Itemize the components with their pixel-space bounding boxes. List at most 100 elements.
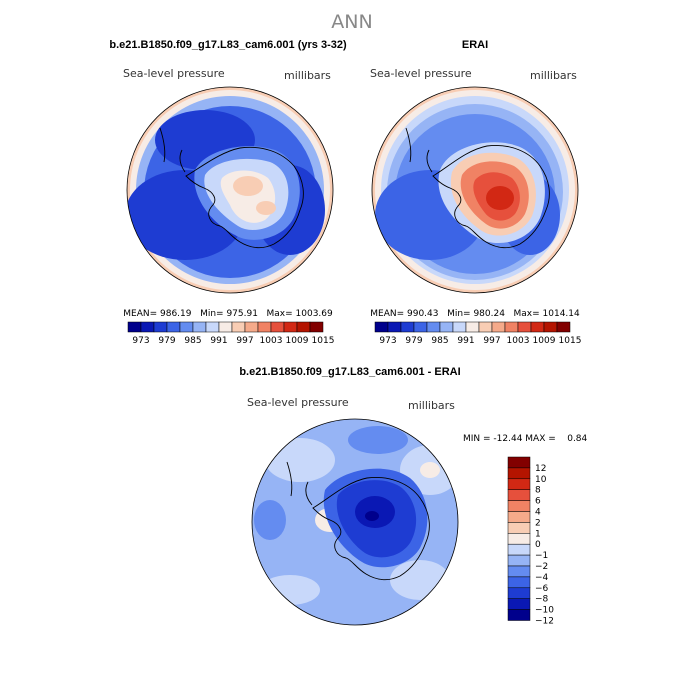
- colorbar-swatch: [387, 321, 402, 333]
- colorbar-swatch: [507, 554, 531, 567]
- colorbar-tick-label: 979: [158, 336, 175, 346]
- map-model-coastline: [179, 146, 304, 249]
- colorbar-swatch: [478, 321, 493, 333]
- colorbar-swatch: [413, 321, 428, 333]
- colorbar-swatch: [244, 321, 259, 333]
- colorbar-swatch: [296, 321, 311, 333]
- panel-erai-stats: MEAN= 990.43 Min= 980.24 Max= 1014.14: [370, 309, 580, 319]
- map-diff-pale-2: [420, 462, 440, 478]
- map-erai-coastline: [426, 144, 550, 249]
- map-model: [126, 86, 334, 294]
- colorbar-swatch: [556, 321, 571, 333]
- colorbar-tick-label: 991: [457, 336, 474, 346]
- map-diff-south-america: [286, 461, 293, 497]
- colorbar-swatch: [507, 489, 531, 501]
- colorbar-swatch: [231, 321, 246, 333]
- panel-diff-stats: MIN = -12.44 MAX = 0.84: [463, 434, 588, 444]
- colorbar-tick-label: 1015: [559, 336, 582, 346]
- colorbar-erai: 973 979 985 991 997 1003 1009 1015: [374, 321, 582, 346]
- map-model-outline: [126, 86, 334, 294]
- colorbar-tick-label: 1: [535, 529, 541, 539]
- map-diff-light-4: [260, 575, 320, 605]
- colorbar-tick-label: 997: [483, 336, 500, 346]
- panel-diff-left-label: Sea-level pressure: [247, 396, 349, 409]
- colorbar-swatch: [426, 321, 441, 333]
- colorbar-swatch: [507, 500, 531, 512]
- colorbar-swatch: [309, 321, 324, 333]
- colorbar-swatch: [507, 511, 531, 523]
- colorbar-swatch: [543, 321, 558, 333]
- colorbar-swatch: [507, 478, 531, 490]
- colorbar-swatch: [507, 565, 531, 578]
- colorbar-swatch: [507, 456, 531, 469]
- map-erai-south-america: [405, 127, 412, 163]
- colorbar-tick-label: 4: [535, 508, 541, 518]
- colorbar-tick-label: 2: [535, 518, 541, 528]
- colorbar-swatch: [507, 522, 531, 534]
- map-diff-north-low: [348, 426, 408, 454]
- colorbar-swatch: [465, 321, 480, 333]
- colorbar-swatch: [507, 587, 531, 599]
- colorbar-swatch: [127, 321, 142, 333]
- colorbar-swatch: [507, 576, 531, 589]
- colorbar-swatch: [491, 321, 506, 333]
- colorbar-swatch: [507, 598, 531, 610]
- colorbar-swatch: [257, 321, 272, 333]
- colorbar-tick-label: 985: [431, 336, 448, 346]
- colorbar-tick-label: 12: [535, 464, 546, 474]
- colorbar-tick-label: 997: [236, 336, 253, 346]
- colorbar-swatch: [439, 321, 454, 333]
- panel-erai: ERAI Sea-level pressure millibars: [370, 39, 582, 346]
- map-erai-plateau-high: [486, 186, 514, 210]
- colorbar-swatch: [283, 321, 298, 333]
- colorbar-tick-label: 8: [535, 486, 541, 496]
- colorbar-swatch: [507, 467, 531, 480]
- colorbar-tick-label: 991: [210, 336, 227, 346]
- colorbar-swatch: [179, 321, 194, 333]
- colorbar-swatch: [517, 321, 532, 333]
- map-diff-coastline: [305, 476, 430, 581]
- colorbar-tick-label: −8: [535, 595, 549, 605]
- colorbar-swatch: [270, 321, 285, 333]
- panel-erai-title: ERAI: [462, 39, 488, 51]
- colorbar-swatch: [166, 321, 181, 333]
- colorbar-tick-label: −1: [535, 551, 548, 561]
- map-diff-outline: [251, 418, 459, 626]
- map-diff-light-3: [390, 560, 450, 600]
- colorbar-tick-label: 1003: [507, 336, 530, 346]
- colorbar-tick-label: −12: [535, 617, 554, 627]
- map-diff: [251, 418, 459, 626]
- panel-diff-title: b.e21.B1850.f09_g17.L83_cam6.001 - ERAI: [239, 366, 460, 378]
- panel-model-left-label: Sea-level pressure: [123, 67, 225, 80]
- colorbar-swatch: [507, 543, 531, 556]
- colorbar-tick-label: 0: [535, 540, 541, 550]
- colorbar-tick-label: −10: [535, 606, 554, 616]
- panel-erai-right-label: millibars: [530, 69, 577, 82]
- colorbar-swatch: [205, 321, 220, 333]
- map-diff-light-1: [265, 438, 335, 482]
- figure-title: ANN: [331, 11, 372, 33]
- colorbar-tick-label: 1003: [260, 336, 283, 346]
- colorbar-swatch: [140, 321, 155, 333]
- colorbar-tick-label: 6: [535, 497, 541, 507]
- colorbar-swatch: [507, 533, 531, 545]
- map-erai-outline: [371, 86, 579, 294]
- colorbar-swatch: [374, 321, 389, 333]
- colorbar-tick-label: −6: [535, 584, 549, 594]
- colorbar-swatch: [400, 321, 415, 333]
- panel-model-title: b.e21.B1850.f09_g17.L83_cam6.001 (yrs 3-…: [109, 39, 347, 51]
- colorbar-tick-label: −4: [535, 573, 549, 583]
- map-model-south-america: [159, 127, 166, 163]
- map-model-plateau-high-1: [233, 176, 263, 196]
- colorbar-swatch: [504, 321, 519, 333]
- colorbar-tick-label: −2: [535, 562, 548, 572]
- colorbar-swatch: [507, 609, 531, 621]
- panel-model-right-label: millibars: [284, 69, 331, 82]
- panel-diff-right-label: millibars: [408, 399, 455, 412]
- colorbar-tick-label: 1015: [312, 336, 335, 346]
- colorbar-tick-label: 985: [184, 336, 201, 346]
- panel-erai-left-label: Sea-level pressure: [370, 67, 472, 80]
- panel-diff: b.e21.B1850.f09_g17.L83_cam6.001 - ERAI …: [239, 366, 588, 627]
